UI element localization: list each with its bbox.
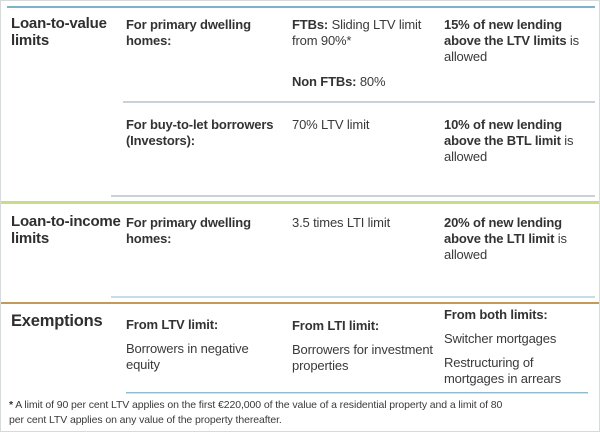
ltv-btl-allowance-bold: 10% of new lending above the BTL limit xyxy=(444,117,562,149)
ftb-limit-line: FTBs: Sliding LTV limit from 90%* xyxy=(292,17,442,49)
lti-pdh-category: For primary dwelling homes: xyxy=(126,215,251,247)
ltv-pdh-allowance-rest: is allowed xyxy=(444,33,580,65)
lti-pdh-allowance-bold: 20% of new lending above the LTI limit xyxy=(444,215,562,247)
exemption-both-title: From both limits: xyxy=(444,307,548,322)
divider-footnote-blue xyxy=(126,392,588,394)
divider-pre-green-gray xyxy=(111,195,595,197)
ftb-label: FTBs: xyxy=(292,17,329,32)
nonftb-label: Non FTBs: xyxy=(292,74,357,90)
nonftb-value: 80% xyxy=(359,74,386,90)
lti-pdh-limit: 3.5 times LTI limit xyxy=(292,215,391,230)
ltv-btl-allowance: 10% of new lending above the BTL limit i… xyxy=(444,117,596,165)
ltv-btl-allowance-rest: is allowed xyxy=(444,133,574,165)
divider-section-green xyxy=(1,201,599,204)
exemption-ltv-title: From LTV limit: xyxy=(126,317,219,332)
divider-ltv-rows-gray xyxy=(123,101,595,103)
exemption-both-cell: From both limits: Switcher mortgages Res… xyxy=(444,307,596,387)
footnote: * A limit of 90 per cent LTV applies on … xyxy=(9,398,509,428)
section-header-exemptions: Exemptions xyxy=(11,312,103,330)
divider-section-orange xyxy=(1,302,599,304)
exemption-lti-title: From LTI limit: xyxy=(292,318,380,333)
ltv-pdh-allowance: 15% of new lending above the LTV limits … xyxy=(444,17,596,65)
ltv-btl-limit: 70% LTV limit xyxy=(292,117,370,132)
section-header-lti: Loan-to-income limits xyxy=(11,213,121,248)
ltv-pdh-limit-cell: FTBs: Sliding LTV limit from 90%* Non FT… xyxy=(292,17,442,90)
nonftb-limit-line: Non FTBs: 80% xyxy=(292,74,442,90)
footnote-marker: * xyxy=(9,399,13,411)
lti-pdh-allowance: 20% of new lending above the LTI limit i… xyxy=(444,215,596,263)
ftb-value: Sliding LTV limit from 90%* xyxy=(292,17,422,49)
exemption-both-item-2: Restructuring of mortgages in arrears xyxy=(444,355,561,387)
footnote-text: A limit of 90 per cent LTV applies on th… xyxy=(9,399,503,427)
divider-pre-orange-blue xyxy=(111,296,595,298)
ltv-btl-category: For buy-to-let borrowers (Investors): xyxy=(126,117,274,149)
exemption-lti-cell: From LTI limit: Borrowers for investment… xyxy=(292,318,442,374)
section-header-ltv: Loan-to-value limits xyxy=(11,15,107,50)
exemption-both-item-1: Switcher mortgages xyxy=(444,331,557,347)
ltv-pdh-category: For primary dwelling homes: xyxy=(126,17,251,49)
lti-pdh-allowance-rest: is allowed xyxy=(444,231,567,263)
ltv-pdh-allowance-bold: 15% of new lending above the LTV limits xyxy=(444,17,567,49)
exemption-lti-item: Borrowers for investment properties xyxy=(292,342,433,374)
divider-top-blue xyxy=(7,6,595,8)
exemption-ltv-cell: From LTV limit: Borrowers in negative eq… xyxy=(126,317,278,373)
exemption-ltv-item: Borrowers in negative equity xyxy=(126,341,249,373)
